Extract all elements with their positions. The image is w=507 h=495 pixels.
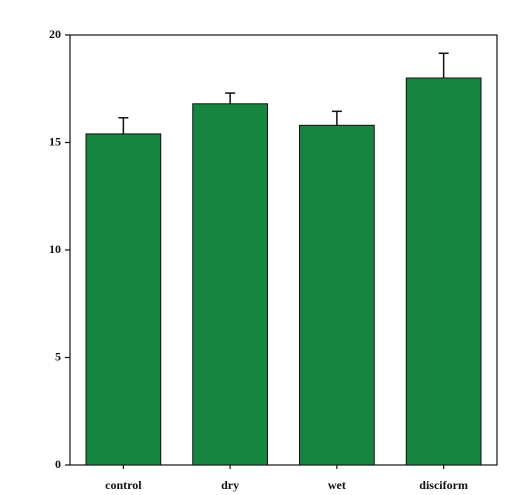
bar bbox=[299, 124, 375, 466]
bar bbox=[85, 133, 162, 466]
y-tick-label: 10 bbox=[49, 242, 61, 256]
x-tick-label: control bbox=[105, 478, 142, 492]
bar bbox=[405, 77, 482, 466]
y-tick-label: 0 bbox=[55, 457, 61, 471]
x-tick-label: dry bbox=[221, 478, 239, 492]
y-tick-label: 5 bbox=[55, 349, 61, 363]
x-tick-label: wet bbox=[328, 478, 346, 492]
x-tick-label: disciform bbox=[419, 478, 468, 492]
bar bbox=[192, 103, 268, 466]
y-tick-label: 15 bbox=[49, 134, 61, 148]
y-tick-label: 20 bbox=[49, 27, 61, 41]
